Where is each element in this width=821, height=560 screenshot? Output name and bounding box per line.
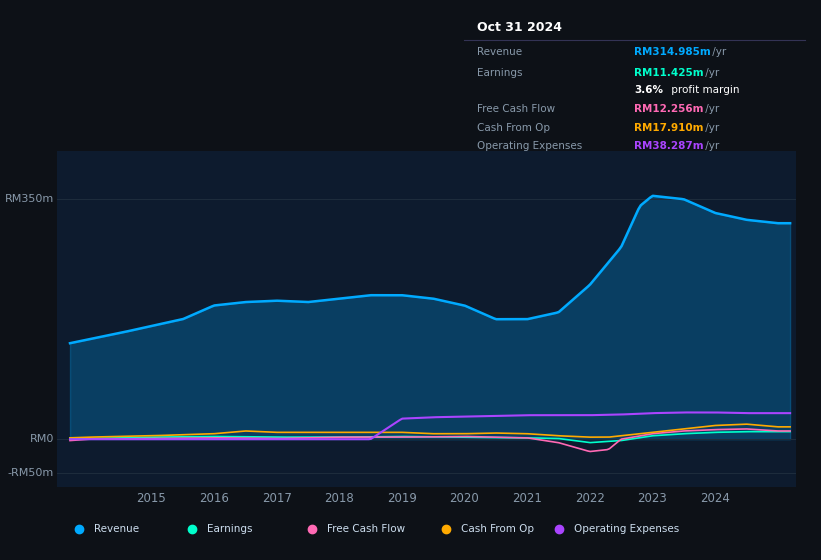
Text: /yr: /yr bbox=[702, 104, 719, 114]
Text: Operating Expenses: Operating Expenses bbox=[575, 524, 680, 534]
Text: RM12.256m: RM12.256m bbox=[635, 104, 704, 114]
Text: Earnings: Earnings bbox=[478, 68, 523, 78]
Text: /yr: /yr bbox=[702, 141, 719, 151]
Text: RM11.425m: RM11.425m bbox=[635, 68, 704, 78]
Text: /yr: /yr bbox=[709, 47, 727, 57]
Text: Free Cash Flow: Free Cash Flow bbox=[478, 104, 556, 114]
Text: -RM50m: -RM50m bbox=[7, 469, 54, 478]
Text: /yr: /yr bbox=[702, 68, 719, 78]
Text: RM38.287m: RM38.287m bbox=[635, 141, 704, 151]
Text: Revenue: Revenue bbox=[478, 47, 523, 57]
Text: Oct 31 2024: Oct 31 2024 bbox=[478, 21, 562, 34]
Text: Revenue: Revenue bbox=[94, 524, 140, 534]
Text: RM17.910m: RM17.910m bbox=[635, 123, 704, 133]
Text: 3.6%: 3.6% bbox=[635, 86, 663, 95]
Text: RM350m: RM350m bbox=[5, 194, 54, 204]
Text: Cash From Op: Cash From Op bbox=[461, 524, 534, 534]
Text: /yr: /yr bbox=[702, 123, 719, 133]
Text: RM314.985m: RM314.985m bbox=[635, 47, 711, 57]
Text: Operating Expenses: Operating Expenses bbox=[478, 141, 583, 151]
Text: RM0: RM0 bbox=[30, 434, 54, 444]
Text: Free Cash Flow: Free Cash Flow bbox=[328, 524, 406, 534]
Text: profit margin: profit margin bbox=[668, 86, 740, 95]
Text: Cash From Op: Cash From Op bbox=[478, 123, 551, 133]
Text: Earnings: Earnings bbox=[207, 524, 253, 534]
